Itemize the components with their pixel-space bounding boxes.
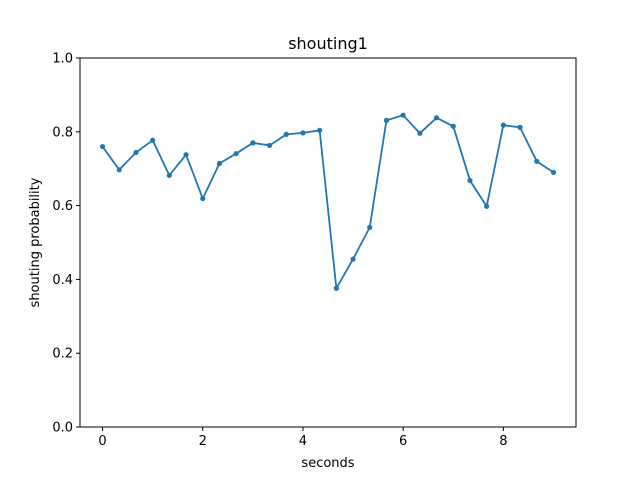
y-axis: 0.0 0.2 0.4 0.6 0.8 1.0 — [52, 52, 80, 436]
data-point — [216, 160, 223, 167]
data-point — [133, 149, 139, 156]
plot-area — [99, 112, 557, 291]
data-point — [450, 123, 456, 129]
data-point — [367, 224, 373, 230]
x-tick-label: 6 — [399, 434, 407, 449]
x-axis: 0 2 4 6 8 — [98, 427, 507, 449]
chart-title: shouting1 — [288, 34, 368, 53]
data-point — [433, 115, 440, 121]
x-tick-label: 0 — [98, 434, 106, 449]
data-point — [333, 285, 339, 291]
data-point — [166, 172, 172, 178]
data-point — [200, 195, 206, 202]
data-point — [484, 203, 490, 209]
y-tick-label: 0.6 — [52, 199, 73, 214]
data-point — [383, 117, 390, 123]
data-point — [534, 158, 540, 164]
y-tick-label: 0.8 — [52, 125, 73, 140]
data-point — [150, 137, 156, 143]
x-tick-label: 2 — [199, 434, 207, 449]
data-point — [99, 143, 106, 150]
data-point — [350, 256, 356, 262]
x-tick-label: 8 — [499, 434, 507, 449]
axes-frame — [79, 57, 577, 428]
data-point — [317, 127, 323, 133]
x-axis-label: seconds — [301, 456, 354, 471]
data-point — [550, 169, 557, 175]
data-point — [417, 130, 423, 136]
series-line — [101, 114, 554, 290]
data-point — [266, 142, 273, 149]
data-point — [233, 150, 239, 157]
y-tick-label: 0.0 — [52, 421, 73, 436]
y-axis-label: shouting probability — [28, 177, 43, 307]
data-point — [250, 140, 256, 146]
y-tick-label: 1.0 — [52, 52, 73, 67]
data-point — [500, 122, 506, 128]
data-point — [116, 167, 122, 173]
x-tick-label: 4 — [299, 434, 307, 449]
data-point — [283, 131, 289, 137]
data-point — [517, 124, 523, 130]
y-tick-label: 0.4 — [52, 273, 73, 288]
y-tick-label: 0.2 — [52, 347, 73, 362]
data-point — [400, 112, 406, 118]
data-point — [183, 152, 189, 158]
data-point — [467, 177, 473, 184]
data-point — [300, 130, 306, 136]
